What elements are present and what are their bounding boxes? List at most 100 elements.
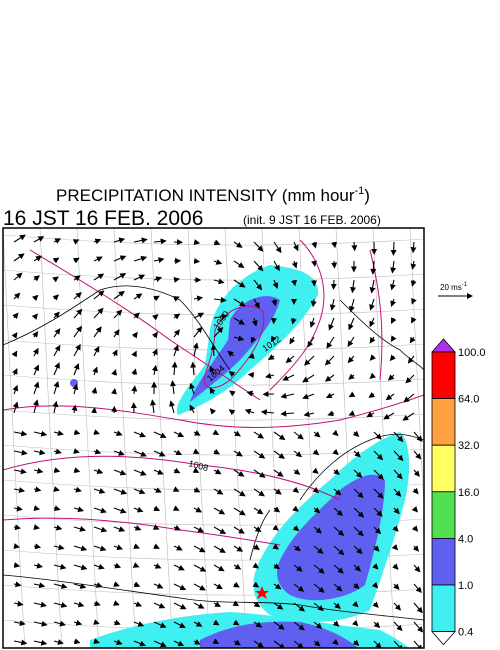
colorbar-top-triangle [431, 338, 456, 353]
wind-arrow [391, 543, 399, 551]
wind-arrow [248, 353, 255, 359]
wind-arrow [13, 430, 28, 437]
colorbar-swatch [431, 538, 456, 586]
wind-arrow [52, 400, 59, 414]
wind-arrow [325, 392, 335, 399]
wind-arrow [333, 488, 342, 496]
wind-arrow [153, 621, 167, 628]
colorbar-label: 1.0 [458, 580, 473, 592]
wind-arrow [213, 545, 226, 553]
wind-arrow [253, 260, 264, 272]
wind-arrow [407, 355, 415, 364]
wind-arrow [193, 602, 205, 609]
wind-arrow [153, 238, 167, 245]
wind-arrow [209, 365, 216, 376]
wind-arrow [312, 449, 320, 456]
wind-arrow [53, 486, 60, 492]
wind-arrow [351, 241, 358, 252]
wind-arrow [52, 294, 60, 301]
wind-arrow [113, 273, 127, 281]
wind-arrow [33, 562, 43, 569]
wind-arrow [307, 336, 315, 348]
wind-arrow [53, 544, 65, 551]
wind-arrow [302, 374, 315, 383]
wind-arrow [190, 361, 197, 376]
wind-arrow [233, 430, 241, 437]
wind-arrow [373, 621, 381, 629]
wind-arrow [348, 373, 355, 380]
wind-arrow [313, 583, 325, 593]
wind-arrow [373, 488, 384, 499]
wind-arrow [373, 545, 380, 552]
wind-arrow [244, 408, 255, 415]
wind-arrow [290, 317, 297, 325]
title-text: PRECIPITATION INTENSITY (mm hour [56, 186, 355, 205]
wind-arrow [213, 239, 221, 246]
precipitation [70, 265, 410, 648]
wind-arrow [353, 488, 364, 499]
wind-arrow [111, 369, 117, 376]
wind-arrow [393, 583, 400, 590]
wind-arrow [332, 429, 339, 437]
colorbar-swatch [431, 398, 456, 446]
wind-arrow [33, 639, 48, 646]
wind-arrow [193, 239, 201, 245]
wind-arrow [93, 468, 104, 475]
wind-arrow [385, 393, 395, 401]
wind-arrow [387, 374, 395, 381]
wind-arrow [313, 602, 324, 612]
wind-arrow [333, 507, 343, 516]
wind-arrow [193, 326, 203, 338]
wind-arrow [366, 411, 375, 418]
wind-arrow [302, 393, 315, 400]
isobar [3, 455, 341, 501]
meridian [224, 228, 248, 648]
wind-arrow [133, 431, 146, 438]
wind-arrow [152, 314, 159, 321]
wind-arrow [369, 317, 375, 328]
wind-arrow [324, 355, 335, 366]
wind-arrow [373, 469, 384, 480]
isobars [3, 239, 424, 546]
wind-arrow [33, 364, 40, 376]
wind-arrow [233, 545, 244, 552]
coastline [3, 285, 231, 371]
wind-arrow [292, 486, 300, 493]
wind-arrow [333, 564, 344, 574]
wind-arrow [233, 507, 246, 516]
wind-arrow [53, 563, 67, 570]
wind-arrow [253, 298, 260, 309]
colorbar-swatch [431, 351, 456, 399]
wind-arrow [93, 600, 101, 607]
wind-arrow [353, 526, 364, 537]
colorbar-bottom-triangle [431, 631, 456, 646]
wind-arrow [333, 583, 343, 592]
wind-arrow [173, 344, 179, 357]
wind-arrow [246, 390, 255, 397]
wind-arrow [352, 639, 360, 646]
wind-arrow [312, 487, 320, 494]
wind-arrow [93, 619, 100, 625]
wind-arrow [213, 583, 223, 590]
wind-arrow [13, 234, 26, 243]
wind-arrow [73, 638, 81, 645]
wind-arrow [13, 543, 20, 549]
wind-arrow [149, 399, 156, 414]
wind-arrow [113, 600, 120, 606]
wind-arrow [33, 582, 46, 589]
wind-arrow [389, 354, 396, 362]
wind-arrow [113, 639, 123, 645]
wind-arrow [52, 276, 59, 283]
wind-arrow [173, 525, 181, 531]
wind-arrow [271, 298, 278, 307]
wind-arrow [233, 241, 243, 248]
wind-arrow [253, 526, 262, 533]
colorbar: 100.0 64.0 32.0 16.0 4.0 1.0 0.4 [431, 338, 486, 646]
wind-arrow [213, 313, 228, 320]
wind-arrow [173, 602, 187, 610]
wind-arrow [193, 295, 204, 302]
wind-arrow [72, 257, 80, 264]
wind-arrow [33, 486, 42, 493]
wind-arrow [193, 258, 201, 264]
wind-arrow [291, 260, 298, 269]
